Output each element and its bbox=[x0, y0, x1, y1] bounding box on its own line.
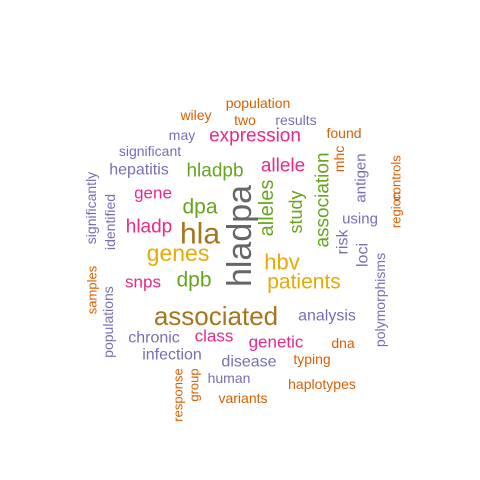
word-snps: snps bbox=[125, 273, 161, 292]
word-genetic: genetic bbox=[249, 333, 304, 352]
word-may: may bbox=[169, 127, 195, 143]
word-allele: allele bbox=[261, 156, 305, 177]
word-chronic: chronic bbox=[128, 330, 180, 347]
word-hladp: hladp bbox=[126, 217, 173, 238]
word-hepatitis: hepatitis bbox=[109, 162, 169, 179]
word-significant: significant bbox=[119, 143, 181, 159]
word-identified: identified bbox=[102, 194, 118, 250]
word-dpa: dpa bbox=[182, 196, 217, 219]
word-hladpb: hladpb bbox=[186, 161, 243, 182]
word-analysis: analysis bbox=[298, 308, 356, 325]
word-hladpa: hladpa bbox=[221, 185, 259, 287]
word-expression: expression bbox=[209, 126, 301, 147]
word-typing: typing bbox=[293, 351, 330, 367]
word-associated: associated bbox=[154, 301, 278, 331]
word-region: region bbox=[389, 192, 404, 228]
word-controls: controls bbox=[389, 155, 404, 201]
word-response: response bbox=[171, 368, 186, 421]
word-dna: dna bbox=[331, 335, 355, 351]
word-using: using bbox=[342, 211, 378, 228]
word-variants: variants bbox=[218, 390, 267, 406]
word-gene: gene bbox=[134, 184, 172, 203]
word-dpb: dpb bbox=[176, 269, 211, 292]
word-association: association bbox=[313, 152, 334, 247]
word-significantly: significantly bbox=[83, 172, 99, 244]
word-polymorphisms: polymorphisms bbox=[372, 253, 388, 347]
word-populations: populations bbox=[100, 286, 116, 358]
word-infection: infection bbox=[142, 347, 202, 364]
word-found: found bbox=[326, 125, 361, 141]
word-genes: genes bbox=[147, 240, 210, 266]
word-risk: risk bbox=[335, 229, 352, 255]
word-population: population bbox=[226, 95, 291, 111]
word-hbv: hbv bbox=[264, 250, 299, 275]
word-disease: disease bbox=[221, 354, 276, 371]
word-samples: samples bbox=[85, 265, 100, 314]
word-antigen: antigen bbox=[353, 153, 370, 202]
word-alleles: alleles bbox=[256, 180, 278, 237]
word-patients: patients bbox=[267, 271, 341, 294]
word-class: class bbox=[195, 327, 234, 346]
word-loci: loci bbox=[355, 243, 372, 267]
word-haplotypes: haplotypes bbox=[288, 376, 356, 392]
word-hla: hla bbox=[180, 218, 220, 251]
word-wiley: wiley bbox=[179, 107, 211, 123]
word-group: group bbox=[187, 368, 202, 401]
word-human: human bbox=[208, 370, 251, 386]
word-results: results bbox=[275, 112, 316, 128]
word-two: two bbox=[234, 112, 256, 128]
word-mhc: mhc bbox=[331, 146, 347, 172]
word-study: study bbox=[286, 190, 306, 233]
